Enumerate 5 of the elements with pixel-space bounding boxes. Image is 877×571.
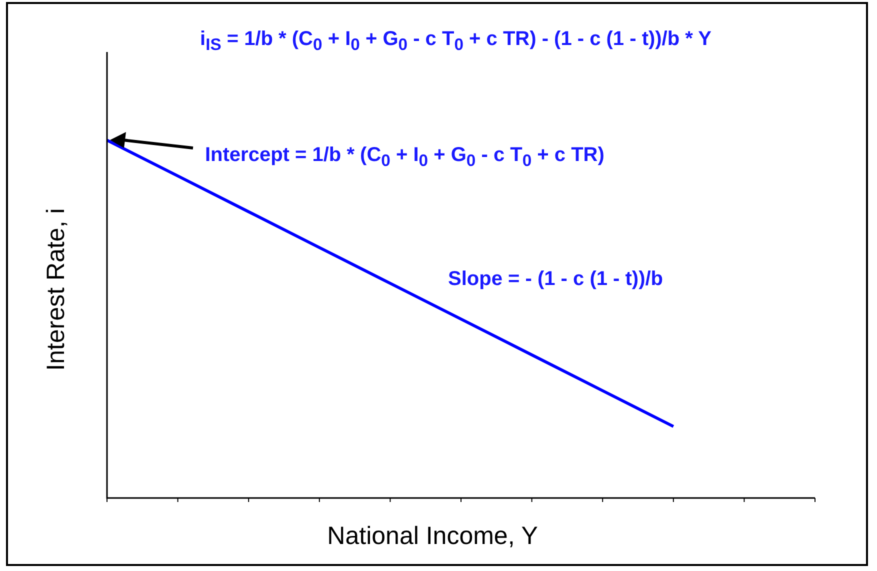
text: i$_{IS}$ = 1/b * (C$_{0}$ + I$_{0}$ + G$_{0}$ - c T$_{0}$ + c TR) - (1 - c (1 - t))/b * Y [200,28,712,54]
text: Intercept = 1/b * (C$_{0}$ + I$_{0}$ + G$_{0}$ - c T$_{0}$ + c TR) [205,144,604,170]
y-axis-title: Interest Rate, i [41,208,70,370]
x-axis-title: National Income, Y [327,522,538,551]
annotation: Slope = - (1 - c (1 - t))/b [448,268,664,291]
